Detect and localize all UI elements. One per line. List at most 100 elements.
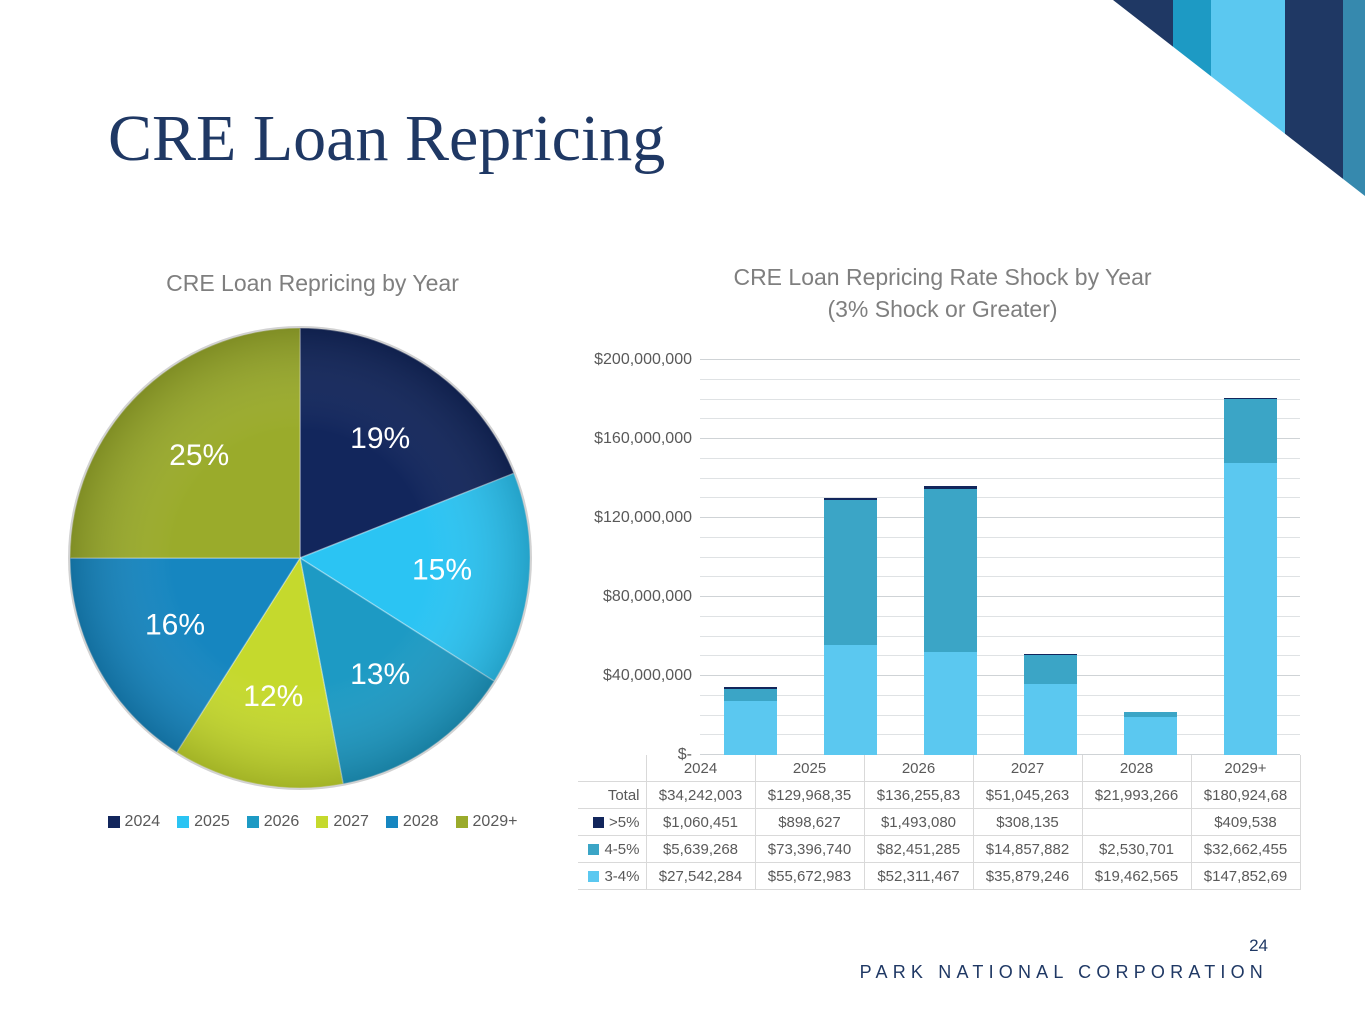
legend-swatch-icon	[385, 816, 398, 828]
table-row-label: 3-4%	[604, 867, 640, 885]
stripe-2	[1173, 0, 1211, 196]
table-row: 4-5% $5,639,268 $73,396,740 $82,451,285 $14,…	[578, 835, 1301, 863]
stacked-bar-2028	[1123, 711, 1177, 755]
stacked-bar-2025	[823, 498, 877, 755]
bar-slot-2025	[800, 360, 900, 755]
table-cell: $409,538	[1190, 808, 1301, 836]
table-column-header: 2025	[754, 755, 865, 782]
bar-chart-title-line2: (3% Shock or Greater)	[827, 295, 1058, 322]
gridline-major	[700, 675, 1300, 676]
table-cell: $32,662,455	[1190, 835, 1301, 863]
bar-segment-5-2024	[723, 687, 777, 690]
table-cell: $14,857,882	[972, 835, 1083, 863]
gridline-minor	[700, 714, 1300, 716]
pie-slice-label-2024: 19%	[350, 422, 410, 455]
table-cell: $2,530,701	[1081, 835, 1192, 863]
table-column-header: 2026	[863, 755, 974, 782]
stripe-4	[1285, 0, 1343, 196]
table-column-header: 2024	[645, 755, 756, 782]
bar-segment-45-2027	[1023, 654, 1077, 685]
gridline-minor	[700, 576, 1300, 578]
table-cell: $73,396,740	[754, 835, 865, 863]
table-cell: $35,879,246	[972, 862, 1083, 890]
data-table: 2024 2025 2026 2027 2028 2029+ Total $34,242,00…	[578, 755, 1301, 890]
pie-legend-label: 2028	[402, 813, 439, 830]
table-cell: $21,993,266	[1081, 781, 1192, 809]
table-row-header: 3-4%	[578, 862, 647, 890]
table-cell: $129,968,35	[754, 781, 865, 809]
pie-legend-label: 2026	[263, 813, 300, 830]
series-swatch-icon	[593, 816, 605, 828]
gridline-minor	[700, 418, 1300, 420]
table-cell: $34,242,003	[645, 781, 756, 809]
table-column-header: 2028	[1081, 755, 1192, 782]
y-axis-tick-label: $120,000,000	[594, 509, 692, 526]
y-axis-tick-label: $200,000,000	[594, 351, 692, 368]
gridline-minor	[700, 378, 1300, 380]
gridline-minor	[700, 556, 1300, 558]
gridline-major	[700, 596, 1300, 597]
bar-segment-5-2029plus	[1223, 397, 1277, 399]
table-cell: $147,852,69	[1190, 862, 1301, 890]
pie-legend-item-2027: 2027	[316, 813, 369, 831]
table-cell: $19,462,565	[1081, 862, 1192, 890]
stacked-bar-2029plus	[1223, 397, 1277, 755]
table-cell: $308,135	[972, 808, 1083, 836]
pie-slice-label-2029plus: 25%	[169, 439, 229, 472]
y-axis-tick-label: $80,000,000	[603, 588, 692, 605]
gridline-minor	[700, 734, 1300, 736]
bar-chart-title-line1: CRE Loan Repricing Rate Shock by Year	[733, 264, 1152, 290]
pie-legend-item-2025: 2025	[177, 813, 230, 831]
stripe-5	[1343, 0, 1365, 196]
bar-segment-34-2029plus	[1223, 463, 1277, 755]
table-cell: $55,672,983	[754, 862, 865, 890]
bar-slot-2029plus	[1200, 360, 1300, 755]
footer-brand: PARK NATIONAL CORPORATION	[859, 962, 1268, 982]
bar-segment-34-2026	[923, 651, 977, 755]
bar-segment-5-2025	[823, 498, 877, 501]
table-cell: $1,060,451	[645, 808, 756, 836]
bar-segment-45-2029plus	[1223, 398, 1277, 463]
table-cell: $52,311,467	[863, 862, 974, 890]
table-row-header: 4-5%	[578, 835, 647, 863]
table-row: Total $34,242,003 $129,968,35 $136,255,83 $5…	[578, 781, 1301, 809]
bar-segment-34-2028	[1123, 716, 1177, 755]
bar-slot-2028	[1100, 360, 1200, 755]
page-number: 24	[1249, 936, 1268, 955]
bar-plot-area	[700, 359, 1300, 755]
gridline-major	[700, 754, 1300, 755]
legend-swatch-icon	[107, 816, 120, 828]
gridlines	[700, 359, 1300, 755]
pie-legend-item-2024: 2024	[107, 813, 160, 831]
corner-stripes-decoration	[1113, 0, 1365, 196]
table-row-label: Total	[607, 786, 640, 804]
gridline-minor	[700, 536, 1300, 538]
pie-legend-item-2028: 2028	[385, 813, 439, 831]
gridline-major	[700, 438, 1300, 439]
table-cell: $27,542,284	[645, 862, 756, 890]
pie-legend-item-2026: 2026	[246, 813, 300, 831]
bar-segment-34-2024	[723, 700, 777, 755]
table-cell: $82,451,285	[863, 835, 974, 863]
data-table-body: 2024 2025 2026 2027 2028 2029+ Total $34,242,00…	[578, 755, 1301, 890]
pie-svg: 19% 15% 13% 12% 16% 25%	[68, 326, 532, 790]
legend-swatch-icon	[316, 816, 329, 828]
pie-slice-label-2026: 13%	[350, 658, 410, 691]
series-swatch-icon	[588, 870, 600, 882]
gridline-minor	[700, 457, 1300, 459]
table-cell	[1081, 808, 1192, 836]
table-cell: $51,045,263	[972, 781, 1083, 809]
table-header-row: 2024 2025 2026 2027 2028 2029+	[578, 755, 1301, 782]
pie-chart-panel: CRE Loan Repricing by Year 19% 15% 13% 12% 1…	[40, 268, 585, 878]
bar-chart-title: CRE Loan Repricing Rate Shock by Year (3…	[610, 262, 1275, 325]
bar-series-container	[700, 360, 1300, 755]
gridline-minor	[700, 635, 1300, 637]
legend-swatch-icon	[246, 816, 259, 828]
bar-segment-5-2027	[1023, 654, 1077, 655]
page-title: CRE Loan Repricing	[108, 102, 666, 175]
gridline-minor	[700, 655, 1300, 657]
table-row-header: Total	[578, 781, 647, 809]
pie-legend-item-2029plus: 2029+	[455, 813, 517, 831]
bar-slot-2026	[900, 360, 1000, 755]
table-corner-cell	[578, 755, 646, 782]
